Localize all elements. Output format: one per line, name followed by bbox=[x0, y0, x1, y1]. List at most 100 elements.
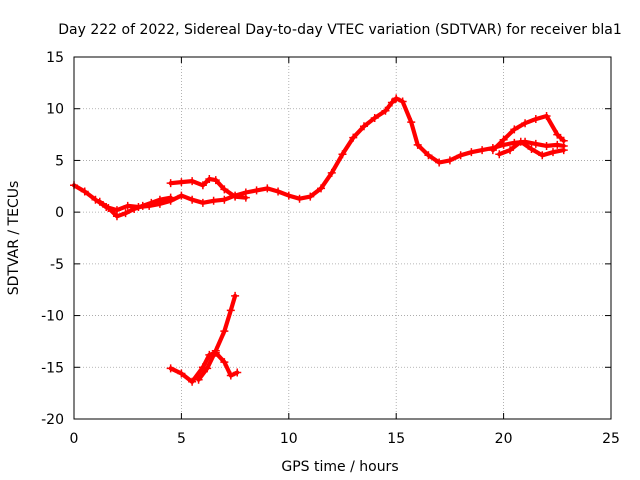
data-point bbox=[231, 192, 240, 201]
data-point bbox=[531, 115, 540, 124]
data-point bbox=[203, 364, 212, 373]
data-point bbox=[338, 150, 347, 159]
data-point bbox=[542, 141, 551, 150]
y-tick-label: 0 bbox=[55, 205, 64, 221]
data-point bbox=[177, 191, 186, 200]
chart-title: Day 222 of 2022, Sidereal Day-to-day VTE… bbox=[58, 22, 621, 38]
data-point bbox=[306, 192, 315, 201]
data-point bbox=[226, 371, 235, 380]
x-tick-label: 25 bbox=[602, 431, 620, 447]
data-point bbox=[478, 146, 487, 155]
data-point bbox=[211, 346, 220, 355]
data-point bbox=[499, 135, 508, 144]
x-tick-label: 20 bbox=[495, 431, 513, 447]
data-point bbox=[252, 186, 261, 195]
data-point bbox=[284, 191, 293, 200]
data-point bbox=[538, 151, 547, 160]
data-point bbox=[104, 204, 113, 213]
data-point bbox=[553, 130, 562, 139]
data-point bbox=[435, 158, 444, 167]
data-point bbox=[80, 187, 89, 196]
data-point bbox=[205, 175, 214, 184]
y-tick-label: -5 bbox=[50, 257, 64, 273]
y-tick-label: -10 bbox=[41, 309, 64, 325]
x-tick-label: 5 bbox=[177, 431, 186, 447]
data-point bbox=[398, 97, 407, 106]
data-point bbox=[220, 185, 229, 194]
data-point bbox=[138, 201, 147, 210]
data-point bbox=[359, 122, 368, 131]
data-point bbox=[521, 119, 530, 128]
x-axis-label: GPS time / hours bbox=[281, 459, 398, 475]
data-point bbox=[506, 146, 515, 155]
data-point bbox=[166, 193, 175, 202]
axis-ticks: 0 5 10 15 20 25 -20 -15 -10 -5 0 5 10 15 bbox=[41, 50, 620, 447]
data-point bbox=[166, 364, 175, 373]
data-point bbox=[553, 140, 562, 149]
data-point bbox=[198, 181, 207, 190]
data-point bbox=[527, 145, 536, 154]
data-point bbox=[220, 195, 229, 204]
data-point bbox=[188, 377, 197, 386]
x-tick-label: 10 bbox=[280, 431, 298, 447]
data-point bbox=[198, 198, 207, 207]
data-series bbox=[70, 94, 568, 386]
y-tick-label: 15 bbox=[46, 50, 64, 66]
data-point bbox=[177, 178, 186, 187]
data-point bbox=[241, 193, 250, 202]
data-point bbox=[559, 136, 568, 145]
data-point bbox=[166, 179, 175, 188]
data-point bbox=[424, 151, 433, 160]
series-evening-upper-track bbox=[490, 113, 566, 153]
data-point bbox=[155, 195, 164, 204]
data-point bbox=[188, 195, 197, 204]
data-point bbox=[445, 156, 454, 165]
data-point bbox=[370, 114, 379, 123]
data-point bbox=[510, 125, 519, 134]
data-point bbox=[387, 98, 396, 107]
data-point bbox=[381, 106, 390, 115]
y-tick-label: 10 bbox=[46, 102, 64, 118]
data-point bbox=[295, 194, 304, 203]
data-point bbox=[274, 187, 283, 196]
data-point bbox=[407, 118, 416, 127]
y-tick-label: -20 bbox=[41, 412, 64, 428]
data-point bbox=[317, 184, 326, 193]
data-point bbox=[121, 209, 130, 218]
data-point bbox=[220, 327, 229, 336]
y-tick-label: 5 bbox=[55, 153, 64, 169]
y-tick-label: -15 bbox=[41, 360, 64, 376]
data-point bbox=[123, 201, 132, 210]
data-point bbox=[467, 148, 476, 157]
data-point bbox=[231, 291, 240, 300]
data-point bbox=[147, 198, 156, 207]
data-point bbox=[349, 133, 358, 142]
x-tick-label: 0 bbox=[70, 431, 79, 447]
series-main-track bbox=[71, 96, 566, 213]
data-point bbox=[559, 146, 568, 155]
data-point bbox=[327, 168, 336, 177]
x-tick-label: 15 bbox=[387, 431, 405, 447]
data-point bbox=[542, 111, 551, 120]
data-point bbox=[226, 306, 235, 315]
data-point bbox=[456, 151, 465, 160]
data-point bbox=[413, 140, 422, 149]
data-point bbox=[95, 197, 104, 206]
data-point bbox=[531, 139, 540, 148]
data-point bbox=[263, 184, 272, 193]
data-point bbox=[220, 358, 229, 367]
data-point bbox=[495, 150, 504, 159]
y-axis-label: SDTVAR / TECUs bbox=[6, 181, 22, 296]
data-point bbox=[130, 205, 139, 214]
grid-lines bbox=[74, 57, 611, 419]
data-point bbox=[549, 148, 558, 157]
data-point bbox=[177, 369, 186, 378]
data-point bbox=[112, 212, 121, 221]
data-point bbox=[392, 94, 401, 103]
plot-frame bbox=[73, 56, 612, 420]
data-point bbox=[209, 196, 218, 205]
data-point bbox=[488, 146, 497, 155]
data-point bbox=[211, 176, 220, 185]
data-point bbox=[188, 177, 197, 186]
